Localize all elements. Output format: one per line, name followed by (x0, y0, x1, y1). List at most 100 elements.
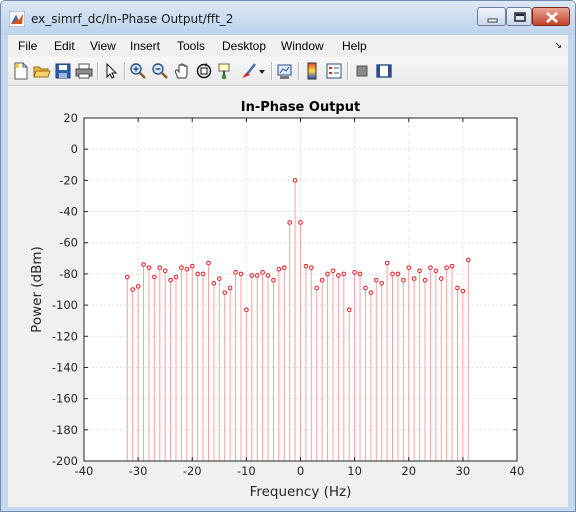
pan-icon[interactable] (173, 62, 191, 80)
y-tick-label: -180 (52, 423, 78, 437)
stem-marker (309, 265, 314, 270)
y-tick-label: -40 (59, 205, 78, 219)
stem-marker (411, 276, 417, 281)
stem-marker (152, 274, 157, 280)
stem-marker (222, 290, 228, 295)
y-tick-label: -20 (59, 173, 78, 187)
stem-marker (206, 260, 211, 266)
stem-marker (276, 266, 282, 272)
stem-marker (438, 276, 444, 281)
minimize-icon (487, 18, 498, 23)
window-title: ex_simrf_dc/In-Phase Output/fft_2 (31, 12, 234, 26)
stem-marker (184, 266, 190, 272)
show-plot-tools-icon[interactable] (375, 62, 393, 80)
y-tick-label: -200 (52, 454, 78, 468)
hide-plot-tools-icon[interactable] (353, 62, 371, 80)
menu-help[interactable]: Help (342, 39, 367, 53)
stem-marker (281, 265, 287, 270)
stem-marker (292, 178, 298, 183)
stem-marker (303, 263, 309, 269)
minimize-button[interactable] (477, 7, 506, 26)
maximize-button[interactable] (506, 7, 532, 26)
stem-marker (162, 268, 168, 274)
stem-marker (330, 268, 336, 274)
x-tick-label: -20 (183, 464, 202, 478)
zoom-out-icon[interactable] (151, 62, 169, 80)
rotate-3d-icon[interactable] (195, 62, 213, 80)
stem-marker (384, 260, 390, 266)
open-file-icon[interactable] (33, 62, 51, 80)
stem-marker (346, 307, 352, 313)
x-tick-label: -10 (237, 464, 256, 478)
stem-marker (146, 265, 152, 270)
brush-icon[interactable] (239, 62, 257, 80)
menu-edit[interactable]: Edit (54, 39, 75, 53)
stem-marker (390, 271, 395, 277)
menu-insert[interactable]: Insert (130, 39, 161, 53)
stem-marker (260, 270, 265, 275)
save-icon[interactable] (54, 62, 72, 80)
toolbar-separator (97, 62, 99, 80)
stem-marker (265, 273, 271, 278)
y-tick-label: 0 (71, 142, 78, 156)
toolbar-separator (271, 62, 273, 80)
y-tick-label: -60 (59, 236, 78, 250)
stem-marker (465, 257, 471, 263)
x-tick-label: -40 (75, 464, 94, 478)
figure-canvas: -40 -30 -20 -10 0 10 20 30 40 20 0 -20 -40 -60 -80 -100… (8, 86, 568, 507)
stem-marker (125, 274, 130, 280)
x-tick-label: 10 (347, 464, 362, 478)
menu-window[interactable]: Window (281, 39, 324, 53)
stem-marker (189, 263, 195, 269)
stem-marker (135, 284, 141, 289)
stem-marker (179, 265, 184, 270)
colorbar-icon[interactable] (303, 62, 321, 80)
toolbar-separator (124, 62, 126, 80)
menu-tools[interactable]: Tools (177, 39, 206, 53)
menu-bar: File Edit View Insert Tools Desktop Wind… (8, 35, 568, 57)
matlab-icon (9, 11, 25, 27)
zoom-in-icon[interactable] (129, 62, 147, 80)
menu-file[interactable]: File (18, 39, 38, 53)
x-tick-label: -30 (129, 464, 148, 478)
stem-marker (406, 265, 412, 270)
figure-toolbar (8, 57, 568, 86)
menu-overflow-icon[interactable]: ↘ (554, 41, 562, 51)
new-figure-icon[interactable] (12, 62, 30, 80)
figure-client: File Edit View Insert Tools Desktop Wind… (8, 35, 568, 507)
brush-dropdown-icon[interactable] (257, 62, 267, 80)
pointer-icon[interactable] (102, 62, 120, 80)
stem-marker (130, 287, 136, 292)
stem-marker (325, 271, 330, 277)
stem-marker (211, 280, 217, 286)
legend-icon[interactable] (325, 62, 343, 80)
stem-marker (249, 273, 255, 278)
stem-marker (363, 285, 368, 291)
close-button[interactable] (532, 7, 570, 26)
stem-marker (455, 285, 460, 291)
stem-marker (433, 268, 439, 274)
stem-marker (336, 273, 341, 278)
y-tick-label: -140 (52, 360, 78, 374)
stem-marker (244, 307, 249, 313)
stem-plot[interactable]: -40 -30 -20 -10 0 10 20 30 40200-20-40-60-80-100… (8, 86, 568, 507)
x-axis-label: Frequency (Hz) (250, 484, 352, 500)
chart-title: In-Phase Output (241, 100, 360, 115)
link-plot-icon[interactable] (276, 62, 294, 80)
x-tick-label: 30 (456, 464, 471, 478)
close-icon (546, 12, 558, 23)
toolbar-separator (298, 62, 300, 80)
stem-marker (287, 220, 292, 225)
title-bar[interactable]: ex_simrf_dc/In-Phase Output/fft_2 (1, 1, 575, 35)
stem-marker (449, 263, 455, 269)
stem-marker (357, 271, 363, 277)
stem-marker (168, 277, 173, 283)
y-tick-label: -80 (59, 267, 78, 281)
stem-marker (422, 277, 428, 283)
stem-marker (227, 285, 233, 291)
print-icon[interactable] (75, 62, 93, 80)
menu-desktop[interactable]: Desktop (222, 39, 267, 53)
menu-view[interactable]: View (90, 39, 116, 53)
data-cursor-icon[interactable] (217, 62, 235, 80)
stem-marker (428, 265, 433, 270)
